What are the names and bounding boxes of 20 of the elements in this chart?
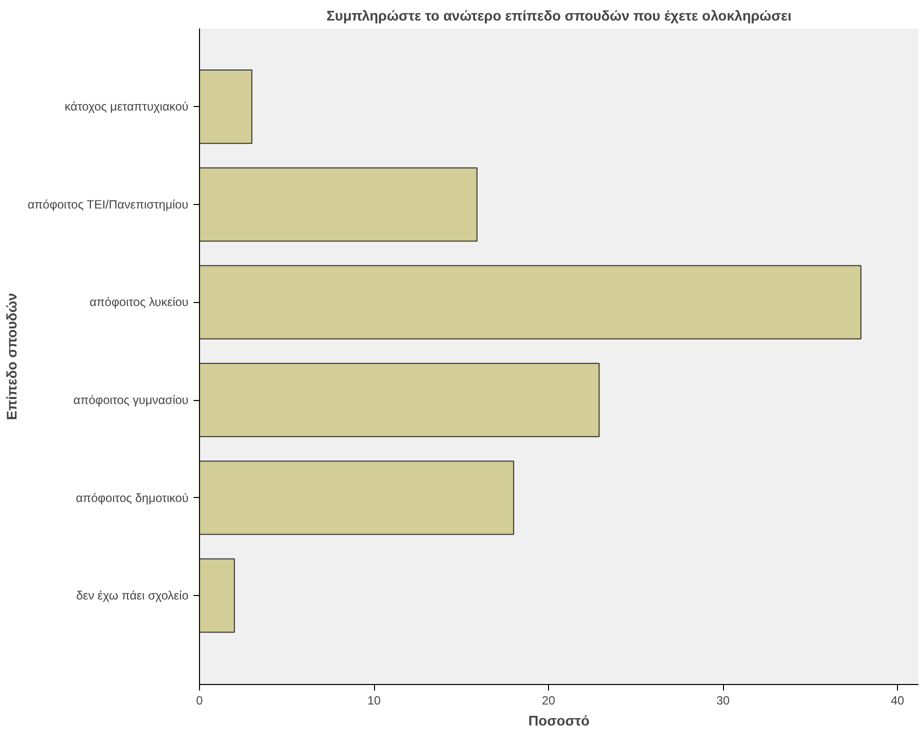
- bar: [200, 167, 478, 242]
- x-tick-label: 20: [542, 694, 556, 708]
- x-tick-label: 40: [890, 694, 905, 708]
- chart-title: Συμπληρώστε το ανώτερο επίπεδο σπουδών που έχετε ολοκληρώσει: [326, 8, 792, 24]
- x-tick-label: 10: [367, 694, 382, 708]
- bar: [200, 362, 600, 438]
- y-tick-label: κάτοχος μεταπτυχιακού: [64, 100, 188, 114]
- y-tick-label: απόφοιτος δημοτικού: [76, 490, 188, 505]
- bar: [200, 265, 862, 340]
- y-tick-label: απόφοιτος γυμνασίου: [73, 393, 189, 408]
- y-tick-label: δεν έχω πάει σχολείο: [76, 588, 189, 603]
- y-tick-label: απόφοιτος ΤΕΙ/Πανεπιστημίου: [28, 197, 188, 212]
- y-axis-title: Επίπεδο σπουδών: [4, 292, 20, 420]
- bar: [200, 558, 235, 633]
- x-tick-label: 30: [716, 694, 730, 708]
- y-tick-label: απόφοιτος λυκείου: [90, 295, 189, 310]
- x-tick-label: 0: [196, 694, 204, 708]
- bar: [200, 70, 252, 144]
- x-axis-title: Ποσοστό: [528, 712, 590, 728]
- bar: [200, 460, 514, 535]
